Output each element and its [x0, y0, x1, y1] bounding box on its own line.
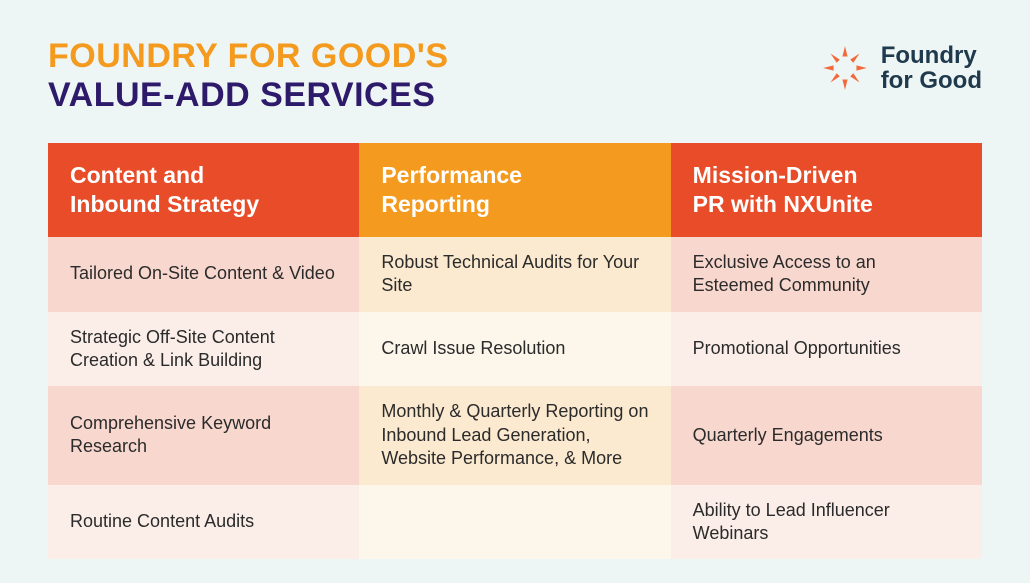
cell-r0-c1: Robust Technical Audits for Your Site	[359, 237, 670, 312]
cell-r2-c0: Comprehensive Keyword Research	[48, 386, 359, 484]
title-block: FOUNDRY FOR GOOD'S VALUE-ADD SERVICES	[48, 38, 449, 115]
cell-r3-c1	[359, 485, 670, 560]
foundry-starburst-icon	[819, 42, 871, 94]
cell-r2-c1: Monthly & Quarterly Reporting on Inbound…	[359, 386, 670, 484]
cell-r2-c2: Quarterly Engagements	[671, 386, 982, 484]
title-line-2: VALUE-ADD SERVICES	[48, 77, 449, 114]
cell-r0-c2: Exclusive Access to an Esteemed Communit…	[671, 237, 982, 312]
logo-word-1: Foundry	[881, 43, 982, 68]
column-header-1: PerformanceReporting	[359, 143, 670, 237]
logo-text: Foundry for Good	[881, 43, 982, 93]
cell-r3-c0: Routine Content Audits	[48, 485, 359, 560]
logo: Foundry for Good	[819, 42, 982, 94]
cell-r1-c1: Crawl Issue Resolution	[359, 312, 670, 387]
column-header-0: Content andInbound Strategy	[48, 143, 359, 237]
cell-r1-c2: Promotional Opportunities	[671, 312, 982, 387]
logo-word-2: for Good	[881, 68, 982, 93]
cell-r1-c0: Strategic Off-Site Content Creation & Li…	[48, 312, 359, 387]
header: FOUNDRY FOR GOOD'S VALUE-ADD SERVICES Fo…	[48, 38, 982, 115]
title-line-1: FOUNDRY FOR GOOD'S	[48, 38, 449, 75]
column-header-2: Mission-DrivenPR with NXUnite	[671, 143, 982, 237]
services-table: Content andInbound Strategy PerformanceR…	[48, 143, 982, 560]
cell-r0-c0: Tailored On-Site Content & Video	[48, 237, 359, 312]
cell-r3-c2: Ability to Lead Influencer Webinars	[671, 485, 982, 560]
